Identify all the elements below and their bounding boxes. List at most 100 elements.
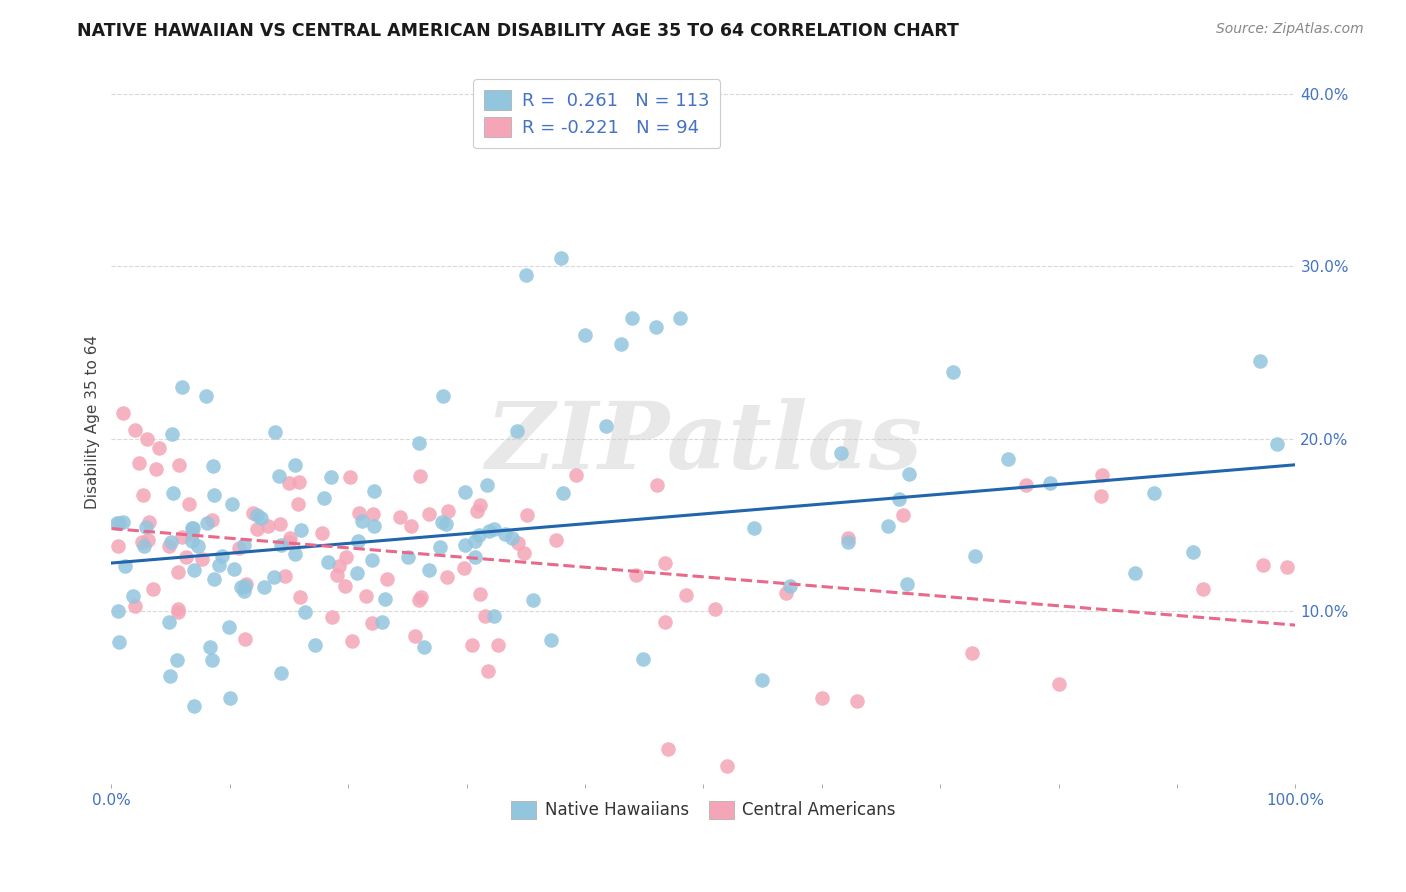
Point xyxy=(621,311,644,326)
Point xyxy=(157,615,180,630)
Point xyxy=(1275,559,1298,574)
Point xyxy=(454,484,477,499)
Point xyxy=(436,570,458,584)
Point xyxy=(468,498,491,512)
Point xyxy=(107,604,129,618)
Point xyxy=(112,406,135,420)
Point xyxy=(494,527,516,541)
Point xyxy=(112,515,135,529)
Point xyxy=(270,666,292,681)
Point xyxy=(233,583,256,598)
Point xyxy=(180,521,202,535)
Point xyxy=(270,538,292,552)
Point xyxy=(482,522,505,536)
Point xyxy=(290,524,312,538)
Point xyxy=(195,516,218,531)
Point xyxy=(891,508,914,522)
Point xyxy=(467,504,489,518)
Point xyxy=(453,560,475,574)
Point xyxy=(160,535,183,549)
Point xyxy=(162,486,184,500)
Point xyxy=(997,452,1019,467)
Point xyxy=(135,520,157,534)
Point xyxy=(363,483,385,498)
Point xyxy=(231,580,253,594)
Point xyxy=(668,311,690,326)
Point xyxy=(404,628,426,642)
Point xyxy=(321,470,343,484)
Point xyxy=(122,589,145,603)
Point xyxy=(131,535,153,549)
Point xyxy=(233,578,256,592)
Point xyxy=(160,427,183,442)
Point xyxy=(361,553,384,567)
Point xyxy=(242,506,264,520)
Point xyxy=(347,506,370,520)
Point xyxy=(166,652,188,666)
Point xyxy=(501,531,523,545)
Point xyxy=(288,591,311,605)
Point xyxy=(1265,437,1288,451)
Point xyxy=(522,593,544,607)
Text: Source: ZipAtlas.com: Source: ZipAtlas.com xyxy=(1216,22,1364,37)
Point xyxy=(278,534,301,549)
Point xyxy=(595,419,617,434)
Point xyxy=(553,486,575,500)
Point xyxy=(339,470,361,484)
Point xyxy=(897,467,920,481)
Point xyxy=(408,435,430,450)
Point xyxy=(181,533,204,548)
Point xyxy=(274,569,297,583)
Point xyxy=(201,653,224,667)
Point xyxy=(1090,489,1112,503)
Point xyxy=(550,251,572,265)
Point xyxy=(107,635,129,649)
Point xyxy=(183,521,205,535)
Point xyxy=(626,568,648,582)
Point xyxy=(304,638,326,652)
Point xyxy=(437,504,460,518)
Point xyxy=(201,458,224,473)
Point xyxy=(335,549,357,564)
Point xyxy=(401,518,423,533)
Point xyxy=(960,646,983,660)
Point xyxy=(675,588,697,602)
Point xyxy=(837,535,859,549)
Point xyxy=(413,640,436,655)
Point xyxy=(704,601,727,615)
Point xyxy=(311,526,333,541)
Point xyxy=(141,582,163,597)
Point xyxy=(361,507,384,521)
Point xyxy=(363,518,385,533)
Point xyxy=(887,491,910,506)
Point xyxy=(218,619,240,633)
Point xyxy=(288,475,311,489)
Point xyxy=(342,633,364,648)
Point xyxy=(645,477,668,491)
Point xyxy=(195,389,218,403)
Point xyxy=(388,509,411,524)
Point xyxy=(830,446,852,460)
Point xyxy=(159,669,181,683)
Point xyxy=(167,606,190,620)
Point xyxy=(508,535,530,549)
Point xyxy=(544,533,567,547)
Point xyxy=(506,425,529,439)
Point xyxy=(965,549,987,563)
Point xyxy=(453,539,475,553)
Point xyxy=(540,633,562,648)
Point xyxy=(374,591,396,606)
Point xyxy=(1091,467,1114,482)
Point xyxy=(411,590,433,604)
Point xyxy=(314,491,336,505)
Point xyxy=(574,328,596,343)
Point xyxy=(654,615,676,630)
Point xyxy=(136,432,159,446)
Point xyxy=(170,530,193,544)
Point xyxy=(202,573,225,587)
Point xyxy=(347,534,370,549)
Point xyxy=(105,516,128,530)
Legend: Native Hawaiians, Central Americans: Native Hawaiians, Central Americans xyxy=(505,794,903,826)
Point xyxy=(191,552,214,566)
Point xyxy=(775,585,797,599)
